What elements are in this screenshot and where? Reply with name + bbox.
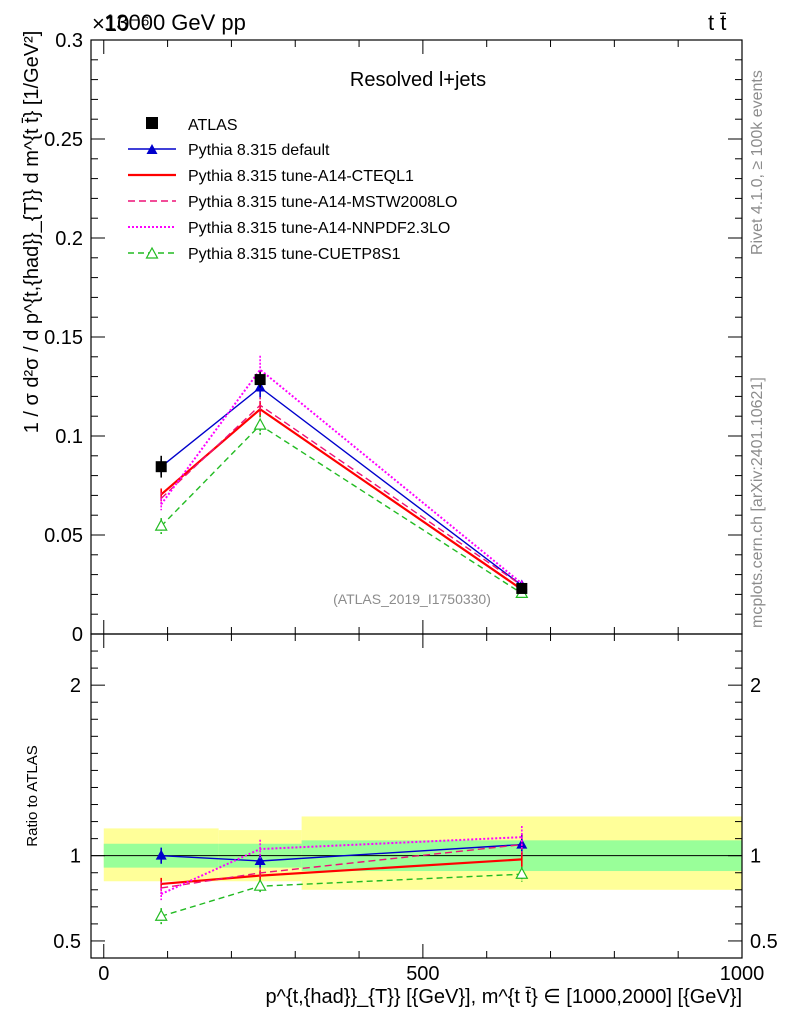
main-y-tick-label: 0 [72,624,83,646]
series-marker [253,878,267,891]
ratio-y-tick-label: 0.5 [53,931,81,953]
exponent-label: ×10⁻⁶ [92,11,150,36]
series-marker [155,849,167,860]
series-4-ratio [154,866,529,925]
series-line [160,368,523,585]
ratio-y-tick-label-right: 2 [750,675,761,697]
main-y-tick-label: 0.2 [55,228,83,250]
legend-series-label: Pythia 8.315 tune-A14-MSTW2008LO [188,194,457,211]
x-axis: 0 500 1000 [98,40,764,985]
series-marker [253,417,267,430]
analysis-watermark: (ATLAS_2019_I1750330) [333,591,491,607]
legend: ATLAS Pythia 8.315 default Pythia 8.315 t… [128,117,457,263]
x-tick-label: 500 [406,963,439,985]
series-marker [515,866,529,879]
series-3-ratio [160,826,523,901]
series-0-ratio [155,833,528,868]
main-y-axis-label: 1 / σ d²σ / d p^{t,{had}}_{T}} d m^{t t̄… [21,31,43,434]
process-label: 13000 GeV pp [104,10,246,35]
ratio-y-tick-label-right: 0.5 [750,931,778,953]
legend-data-marker [146,117,158,129]
legend-series-label: Pythia 8.315 tune-A14-NNPDF2.3LO [188,220,450,237]
legend-series-label: Pythia 8.315 tune-A14-CTEQL1 [188,168,414,185]
data-point [155,461,167,473]
x-tick-label: 1000 [720,963,765,985]
final-state-label: t t̄ [708,10,726,35]
series-marker [146,144,158,154]
ratio-y-tick-label-right: 1 [750,846,761,868]
ratio-y-tick-label: 2 [70,675,81,697]
series-marker [254,854,266,865]
legend-series-label: Pythia 8.315 default [188,142,330,159]
main-y-tick-label: 0.05 [44,525,83,547]
ratio-y-axis-label: Ratio to ATLAS [24,745,41,846]
series-marker [145,246,159,259]
x-axis-label: p^{t,{had}}_{T}} [{GeV}], m^{t t̄} ∈ [10… [265,986,742,1008]
main-y-ticks: 0 0.05 0.1 0.15 0.2 0.25 0.3 [44,30,742,646]
main-y-tick-label: 0.1 [55,426,83,448]
ratio-y-tick-label: 1 [70,846,81,868]
series-marker [154,518,168,531]
ratio-y-ticks: 0.5 0.5 1 1 2 2 [53,650,778,953]
mcplots-label: mcplots.cern.ch [arXiv:2401.10621] [749,377,766,628]
ratio-panel: 0.5 0.5 1 1 2 2 Ratio to ATLAS [24,633,778,959]
rivet-label: Rivet 4.1.0, ≥ 100k events [749,70,766,255]
legend-series-label: Pythia 8.315 tune-CUETP8S1 [188,246,401,263]
data-point [516,582,528,594]
main-panel: 0 0.05 0.1 0.15 0.2 0.25 0.3 Resolved l+jets (… [21,30,743,646]
series-marker [154,908,168,921]
legend-data-label: ATLAS [188,117,238,134]
data-point [254,374,266,386]
main-y-tick-label: 0.3 [55,30,83,52]
main-y-tick-label: 0.15 [44,327,83,349]
series-ratio-line [160,836,522,895]
ratio-frame [90,633,743,959]
x-tick-label: 0 [98,963,109,985]
main-title: Resolved l+jets [350,69,486,91]
data-points [155,371,528,594]
main-y-tick-label: 0.25 [44,129,83,151]
